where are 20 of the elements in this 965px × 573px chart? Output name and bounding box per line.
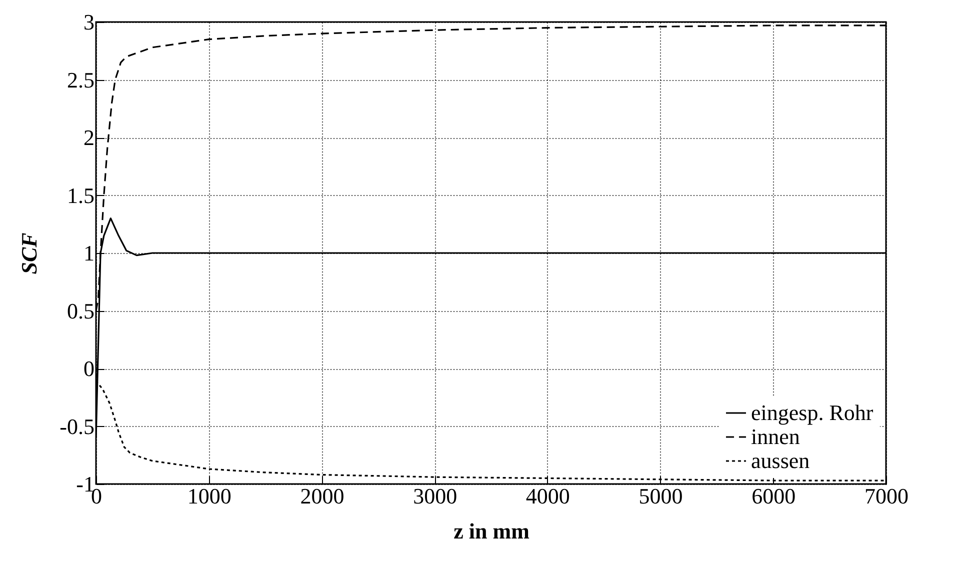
x-axis-title: z in mm bbox=[454, 518, 530, 544]
y-tick-label: 1.5 bbox=[67, 182, 94, 208]
x-tick-label: 4000 bbox=[526, 484, 570, 508]
y-tick-label: 1 bbox=[84, 240, 94, 266]
y-tick-label: 2 bbox=[84, 125, 94, 150]
x-tick-label: 1000 bbox=[187, 484, 232, 508]
y-tick-label: 0 bbox=[84, 356, 94, 381]
x-tick-label: 2000 bbox=[300, 484, 344, 508]
y-tick-label: 3 bbox=[84, 10, 94, 34]
y-tick-label: 2.5 bbox=[67, 67, 94, 92]
x-tick-label: 3000 bbox=[413, 484, 458, 508]
x-tick-label: 7000 bbox=[864, 484, 908, 508]
legend-label: aussen bbox=[751, 448, 810, 473]
y-tick-label: -0.5 bbox=[60, 414, 94, 439]
x-tick-label: 6000 bbox=[752, 484, 796, 508]
legend-label: eingesp. Rohr bbox=[751, 400, 874, 425]
x-tick-label: 5000 bbox=[638, 484, 683, 508]
y-tick-label: 0.5 bbox=[67, 298, 94, 324]
legend-label: innen bbox=[751, 424, 800, 449]
y-axis-title: SCF bbox=[16, 232, 42, 274]
